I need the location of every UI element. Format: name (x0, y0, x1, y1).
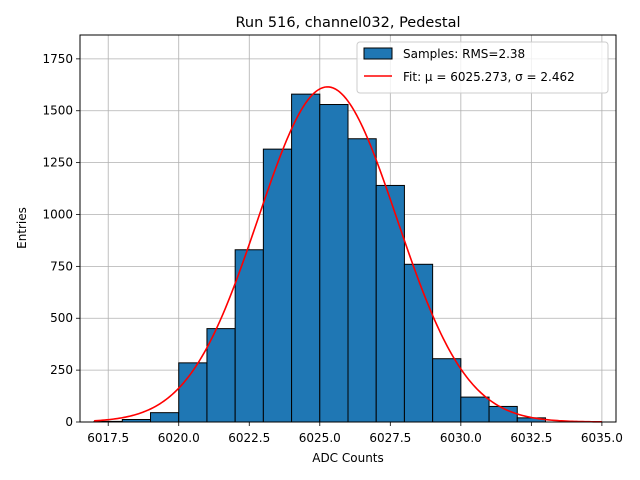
x-tick-label: 6027.5 (369, 431, 411, 445)
x-tick-label: 6032.5 (510, 431, 552, 445)
histogram-bar (178, 362, 208, 423)
x-axis-ticks: 6017.5 6020.0 6022.5 6025.0 6027.5 6030.0 6032… (87, 422, 623, 445)
histogram-bar (262, 148, 293, 423)
histogram-bar (291, 93, 321, 423)
chart-title: Run 516, channel032, Pedestal (235, 15, 460, 31)
y-tick-label: 1500 (42, 104, 73, 118)
legend-frame (356, 41, 609, 94)
histogram-bar (234, 249, 264, 423)
y-axis-label: Entries (15, 207, 29, 249)
histogram-bar (432, 358, 462, 423)
fit-curve (94, 86, 602, 423)
plot-area-frame (79, 34, 617, 423)
legend-label-samples: Samples: RMS=2.38 (403, 47, 525, 61)
x-axis-label: ADC Counts (312, 451, 384, 465)
y-tick-label: 1000 (42, 207, 73, 221)
legend-swatch-samples (363, 47, 393, 60)
histogram-bar (347, 138, 377, 423)
y-tick-label: 250 (50, 363, 73, 377)
x-tick-label: 6020.0 (158, 431, 200, 445)
legend: Samples: RMS=2.38 Fit: μ = 6025.273, σ =… (356, 41, 609, 94)
y-tick-label: 750 (50, 259, 73, 273)
histogram-bar (206, 328, 236, 423)
histogram-bar (403, 263, 434, 423)
x-tick-label: 6035.0 (581, 431, 623, 445)
histogram-bars (93, 93, 546, 423)
histogram-bar (460, 396, 490, 423)
y-axis-ticks: 0 250 500 750 1000 1250 1500 1750 (42, 52, 80, 429)
histogram-bar (319, 104, 349, 423)
y-tick-label: 1750 (42, 52, 73, 66)
histogram-bar (150, 412, 180, 423)
x-tick-label: 6017.5 (87, 431, 129, 445)
y-tick-label: 1250 (42, 156, 73, 170)
histogram-bar (375, 184, 405, 423)
y-tick-label: 0 (65, 415, 73, 429)
fit-curve-group (94, 86, 602, 423)
x-tick-label: 6025.0 (299, 431, 341, 445)
x-tick-label: 6030.0 (440, 431, 482, 445)
x-tick-label: 6022.5 (228, 431, 270, 445)
legend-label-fit: Fit: μ = 6025.273, σ = 2.462 (403, 70, 575, 84)
y-tick-label: 500 (50, 311, 73, 325)
